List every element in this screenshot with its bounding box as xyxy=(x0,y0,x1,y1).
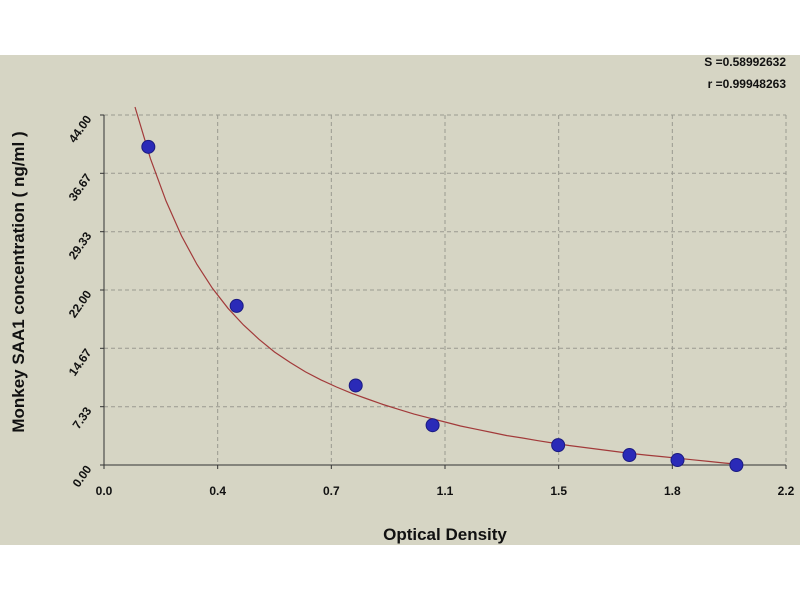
data-point xyxy=(348,378,363,393)
data-point xyxy=(670,453,685,468)
data-point xyxy=(729,458,744,472)
y-tick-labels: 0.00 7.33 14.67 22.00 29.33 36.67 44.00 xyxy=(66,112,104,490)
y-tick-label: 0.00 xyxy=(70,462,95,489)
x-tick-labels: 0.0 0.4 0.7 1.1 1.5 1.8 2.2 xyxy=(96,465,795,498)
x-tick-label: 0.7 xyxy=(323,484,340,498)
data-point xyxy=(622,448,637,463)
data-point xyxy=(141,139,156,154)
y-tick-label: 29.33 xyxy=(66,229,95,262)
y-axis-title: Monkey SAA1 concentration ( ng/ml ) xyxy=(9,131,28,432)
x-tick-label: 1.5 xyxy=(550,484,567,498)
y-tick-label: 22.00 xyxy=(66,287,95,320)
x-axis-title: Optical Density xyxy=(383,525,507,544)
y-tick-label: 44.00 xyxy=(66,112,95,145)
data-point xyxy=(551,438,566,453)
x-tick-label: 0.0 xyxy=(96,484,113,498)
grid-lines xyxy=(104,114,787,465)
x-tick-label: 1.1 xyxy=(437,484,454,498)
data-point xyxy=(229,298,244,313)
data-point xyxy=(425,418,440,433)
stat-s-value: S =0.58992632 xyxy=(704,55,786,69)
x-tick-label: 1.8 xyxy=(664,484,681,498)
stat-r-value: r =0.99948263 xyxy=(707,77,786,91)
y-tick-label: 7.33 xyxy=(70,404,95,431)
y-tick-label: 36.67 xyxy=(66,171,95,204)
y-tick-label: 14.67 xyxy=(66,346,95,379)
x-tick-label: 0.4 xyxy=(209,484,226,498)
data-points xyxy=(141,139,744,472)
x-tick-label: 2.2 xyxy=(778,484,795,498)
